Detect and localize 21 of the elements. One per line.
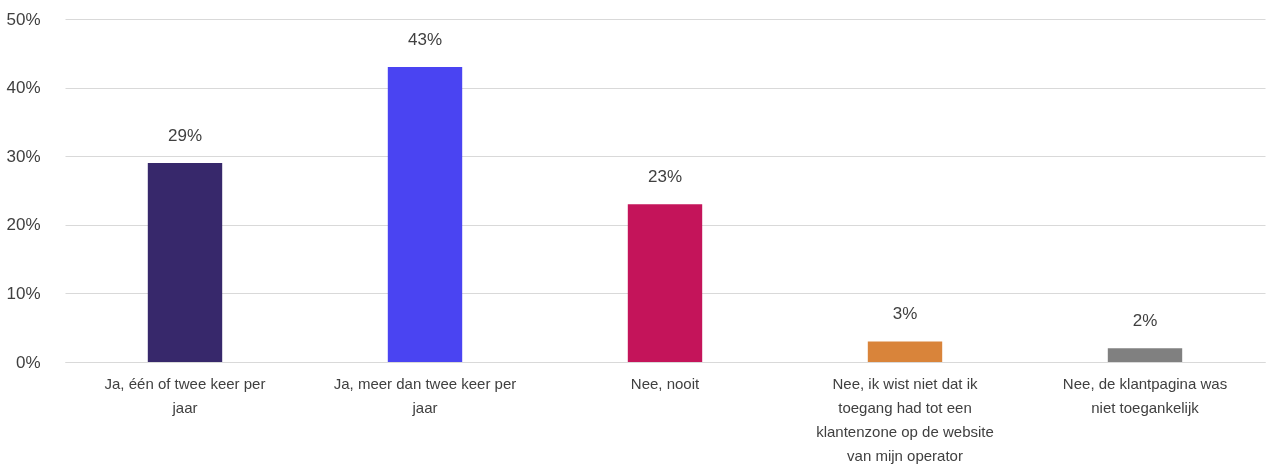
data-label: 23% — [647, 167, 683, 187]
y-tick-label: 10% — [6, 283, 41, 303]
y-tick-label: 50% — [6, 9, 41, 29]
x-tick-label: Ja, meer dan twee keer per jaar — [333, 374, 517, 416]
y-tick-label: 40% — [6, 78, 41, 98]
data-label: 2% — [1132, 311, 1158, 331]
x-tick-label: Nee, ik wist niet dat ik toegang had tot een klantenzone op de website van mijn operator — [816, 374, 994, 464]
bar — [867, 341, 943, 362]
y-tick-label: 20% — [6, 215, 41, 235]
x-tick-label: Nee, de klantpagina was niet toegankelijk — [1062, 374, 1228, 416]
y-tick-label: 0% — [15, 352, 41, 372]
bar — [627, 204, 703, 362]
bar — [1107, 348, 1183, 362]
data-label: 29% — [167, 126, 203, 146]
data-label: 3% — [892, 304, 918, 324]
x-tick-label: Ja, één of twee keer per jaar — [104, 374, 266, 416]
bar — [387, 67, 463, 362]
x-tick-label: Nee, nooit — [630, 374, 701, 392]
data-label: 43% — [407, 30, 443, 50]
bar — [147, 163, 223, 362]
y-tick-label: 30% — [6, 146, 41, 166]
